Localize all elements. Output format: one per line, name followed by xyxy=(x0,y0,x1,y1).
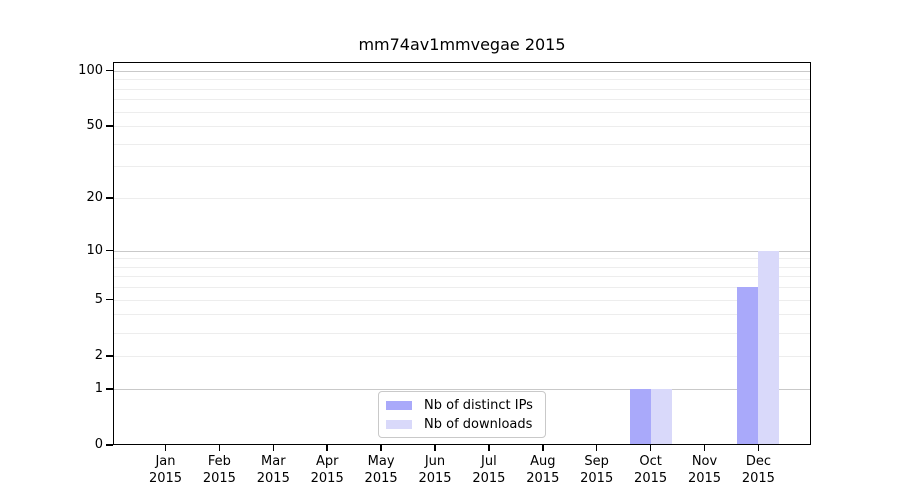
month-label: Dec xyxy=(745,454,771,469)
x-tick-label: Feb 2015 xyxy=(189,453,249,487)
bar-distinct-ips xyxy=(737,287,759,445)
year-label: 2015 xyxy=(472,471,506,486)
minor-gridline xyxy=(113,276,811,278)
x-tick xyxy=(703,445,706,451)
x-tick xyxy=(595,445,598,451)
bar-downloads xyxy=(758,250,780,445)
minor-gridline xyxy=(113,79,811,81)
year-label: 2015 xyxy=(741,471,775,486)
x-tick xyxy=(272,445,275,451)
x-tick-label: Jul 2015 xyxy=(459,453,519,487)
month-label: Jun xyxy=(424,454,446,469)
legend-label: Nb of downloads xyxy=(424,416,533,432)
minor-gridline xyxy=(113,332,811,334)
x-tick-label: Dec 2015 xyxy=(728,453,788,487)
year-label: 2015 xyxy=(202,471,236,486)
minor-gridline xyxy=(113,314,811,316)
x-tick xyxy=(326,445,328,451)
month-label: Oct xyxy=(639,454,662,469)
year-label: 2015 xyxy=(256,471,290,486)
month-label: Nov xyxy=(691,454,718,469)
month-label: May xyxy=(367,454,395,469)
legend-item-downloads: Nb of downloads xyxy=(386,417,545,432)
legend-item-distinct-ips: Nb of distinct IPs xyxy=(386,398,545,413)
y-tick xyxy=(106,444,113,446)
x-tick-label: May 2015 xyxy=(351,453,411,487)
x-tick-label: Aug 2015 xyxy=(513,453,573,487)
y-tick xyxy=(106,197,113,199)
month-label: Jan xyxy=(155,454,176,469)
y-tick xyxy=(106,249,113,252)
x-tick-label: Sep 2015 xyxy=(567,453,627,487)
minor-gridline xyxy=(113,355,811,357)
x-tick xyxy=(434,445,436,451)
y-tick-label: 50 xyxy=(86,118,103,134)
major-gridline xyxy=(113,388,811,390)
minor-gridline xyxy=(113,88,811,90)
x-tick xyxy=(649,445,652,451)
y-tick-label: 1 xyxy=(94,380,103,396)
distinct-ips-swatch xyxy=(386,400,412,410)
y-tick xyxy=(106,355,113,357)
y-tick xyxy=(106,125,113,127)
x-tick xyxy=(542,445,544,451)
bar-downloads xyxy=(650,388,672,445)
y-tick-label: 20 xyxy=(86,190,103,206)
x-tick xyxy=(164,445,167,451)
major-gridline xyxy=(113,250,811,252)
x-tick xyxy=(488,445,490,451)
month-label: Aug xyxy=(530,454,556,469)
y-tick xyxy=(106,388,113,390)
x-tick-label: Mar 2015 xyxy=(243,453,303,487)
y-tick xyxy=(106,69,113,72)
minor-gridline xyxy=(113,258,811,260)
year-label: 2015 xyxy=(418,471,452,486)
x-tick xyxy=(757,445,760,451)
month-label: Jul xyxy=(481,454,497,469)
chart-title: mm74av1mmvegae 2015 xyxy=(358,35,566,54)
minor-gridline xyxy=(113,198,811,200)
year-label: 2015 xyxy=(148,471,183,486)
year-label: 2015 xyxy=(634,471,668,486)
month-label: Feb xyxy=(207,454,231,469)
legend-label: Nb of distinct IPs xyxy=(424,397,533,413)
year-label: 2015 xyxy=(580,471,614,486)
minor-gridline xyxy=(113,266,811,268)
x-tick-label: Nov 2015 xyxy=(675,453,735,487)
y-tick-label: 10 xyxy=(86,242,103,258)
plot-area xyxy=(113,62,811,445)
month-label: Mar xyxy=(261,454,286,469)
minor-gridline xyxy=(113,166,811,168)
major-gridline xyxy=(113,70,811,72)
minor-gridline xyxy=(113,99,811,101)
y-tick-label: 5 xyxy=(94,291,103,307)
y-tick xyxy=(106,298,113,301)
y-tick-label: 0 xyxy=(94,437,103,452)
minor-gridline xyxy=(113,299,811,301)
downloads-swatch xyxy=(386,419,412,429)
year-label: 2015 xyxy=(364,471,398,486)
minor-gridline xyxy=(113,111,811,113)
legend: Nb of distinct IPs Nb of downloads xyxy=(378,391,546,438)
minor-gridline xyxy=(113,287,811,289)
x-tick-label: Jun 2015 xyxy=(405,453,465,487)
y-tick-label: 100 xyxy=(78,62,103,78)
x-tick xyxy=(380,445,382,451)
year-label: 2015 xyxy=(310,471,344,486)
x-tick-label: Jan 2015 xyxy=(136,453,196,487)
year-label: 2015 xyxy=(687,471,722,486)
minor-gridline xyxy=(113,126,811,128)
minor-gridline xyxy=(113,143,811,145)
year-label: 2015 xyxy=(526,471,560,486)
x-tick-label: Apr 2015 xyxy=(297,453,357,487)
bar-distinct-ips xyxy=(629,388,651,445)
x-tick-label: Oct 2015 xyxy=(621,453,681,487)
x-tick xyxy=(218,445,221,451)
month-label: Sep xyxy=(584,454,609,469)
month-label: Apr xyxy=(315,454,339,469)
y-tick-label: 2 xyxy=(94,347,103,363)
